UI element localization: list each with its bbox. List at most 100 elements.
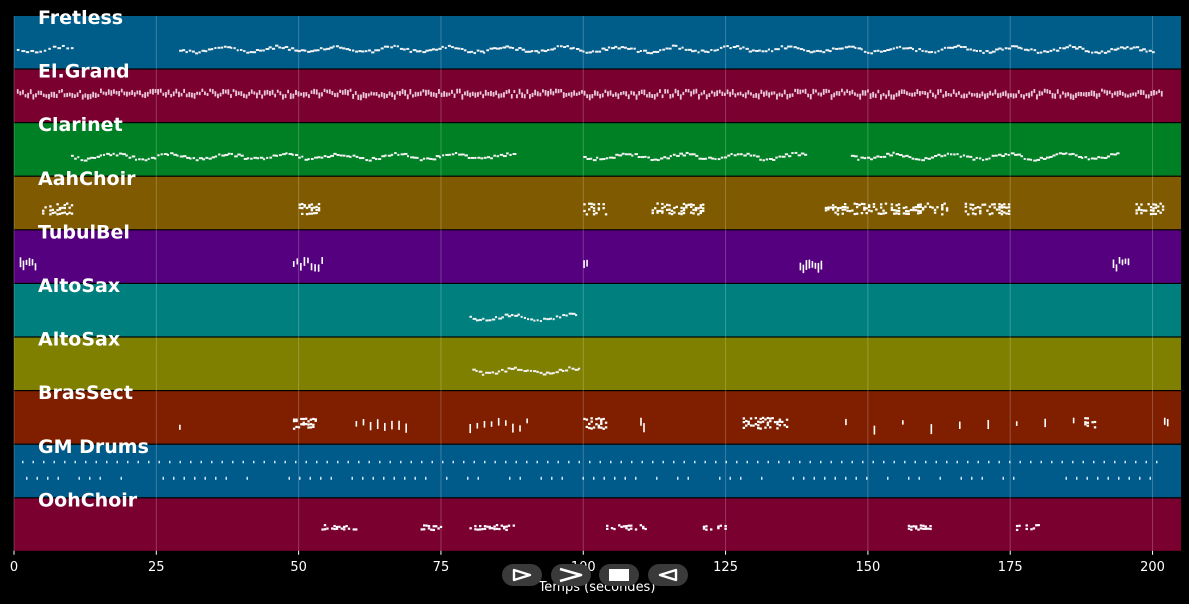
fast-forward-button[interactable] [551, 564, 591, 586]
note [916, 89, 919, 95]
note [347, 460, 349, 464]
note [403, 152, 408, 155]
note [299, 476, 301, 480]
note [834, 206, 837, 209]
note [81, 94, 84, 100]
note [839, 206, 842, 210]
note [620, 460, 622, 464]
note [763, 91, 765, 97]
note [474, 92, 477, 98]
note [627, 47, 631, 50]
note [420, 528, 423, 531]
note [622, 525, 626, 528]
note [166, 153, 170, 156]
note [523, 94, 526, 99]
note [774, 48, 779, 51]
note [52, 45, 57, 48]
note [70, 212, 74, 215]
note [1148, 49, 1152, 52]
note [476, 422, 479, 429]
note [649, 52, 654, 55]
rewind-button[interactable] [648, 564, 688, 586]
note [583, 260, 585, 269]
note [307, 158, 310, 161]
note [643, 49, 648, 52]
note [822, 88, 825, 95]
note [625, 527, 628, 530]
note [747, 90, 750, 95]
note [493, 525, 496, 528]
note [838, 91, 841, 96]
note [1023, 94, 1025, 100]
note [374, 158, 378, 161]
note [25, 259, 28, 266]
note [172, 91, 175, 97]
note [250, 157, 253, 160]
note [412, 94, 414, 98]
note [924, 527, 927, 530]
note [511, 313, 514, 316]
note [662, 460, 664, 464]
note [560, 89, 563, 93]
note [1123, 47, 1127, 50]
note [971, 208, 975, 211]
note [807, 93, 810, 98]
note [717, 525, 720, 528]
note [995, 208, 999, 211]
note [505, 45, 510, 48]
labels-layer: FretlessEl.GrandClarinetAahChoirTubulBel… [38, 7, 149, 511]
note [599, 158, 603, 161]
note [930, 424, 933, 435]
note [978, 93, 981, 98]
note [163, 153, 168, 156]
note [70, 154, 74, 157]
note [304, 423, 308, 426]
note [999, 92, 1002, 98]
note [814, 262, 817, 269]
note [773, 421, 777, 424]
note [805, 260, 808, 270]
note [518, 47, 522, 50]
note [284, 94, 287, 99]
note [61, 206, 64, 209]
note [339, 89, 342, 93]
note [503, 92, 505, 98]
track-lane [14, 16, 1181, 69]
note [834, 476, 836, 480]
note [652, 460, 654, 464]
note [406, 94, 409, 100]
track-label: AltoSax [38, 329, 120, 351]
note [1124, 258, 1127, 264]
note [788, 460, 790, 464]
note [1151, 51, 1155, 54]
note [600, 420, 603, 423]
note [588, 94, 591, 101]
note [480, 157, 484, 160]
note [825, 88, 828, 94]
note [42, 93, 45, 97]
note [1103, 89, 1106, 94]
note [246, 51, 250, 54]
play-button[interactable] [502, 564, 542, 586]
note [323, 524, 327, 527]
note [836, 209, 840, 212]
note [568, 366, 571, 369]
note [860, 202, 864, 206]
stop-button[interactable] [599, 564, 639, 586]
note [519, 425, 521, 432]
note [400, 460, 402, 464]
note [80, 159, 84, 162]
note [514, 314, 519, 317]
note [879, 203, 883, 206]
note [764, 426, 767, 429]
note [1052, 48, 1056, 51]
note [1137, 90, 1140, 94]
note [439, 525, 443, 529]
note [498, 317, 502, 320]
note [590, 205, 593, 209]
note [387, 45, 390, 48]
note [1111, 93, 1114, 98]
note [281, 47, 285, 50]
note [24, 94, 27, 98]
note [575, 314, 578, 317]
